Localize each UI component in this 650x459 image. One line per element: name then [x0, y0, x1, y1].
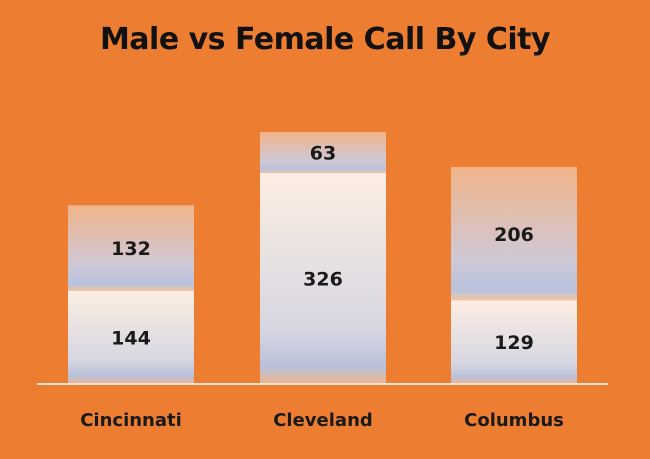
category-label-cincinnati: Cincinnati — [80, 410, 182, 431]
bar-segment-columbus-bottom — [451, 300, 577, 384]
data-label-cincinnati-top: 132 — [111, 238, 151, 260]
bar-segment-cincinnati-top — [68, 205, 194, 291]
data-label-columbus-bottom: 129 — [494, 332, 534, 354]
data-label-cincinnati-bottom: 144 — [111, 327, 151, 349]
bar-segment-columbus-top — [451, 167, 577, 301]
chart-title: Male vs Female Call By City — [99, 22, 551, 57]
data-label-columbus-top: 206 — [494, 224, 534, 246]
category-label-columbus: Columbus — [464, 410, 564, 431]
data-label-cleveland-bottom: 326 — [303, 268, 343, 290]
category-label-cleveland: Cleveland — [273, 410, 373, 431]
bar-segment-cincinnati-bottom — [68, 290, 194, 384]
data-label-cleveland-top: 63 — [310, 142, 336, 164]
bar-segment-cleveland-top — [260, 132, 386, 173]
bar-segment-cleveland-bottom — [260, 172, 386, 384]
